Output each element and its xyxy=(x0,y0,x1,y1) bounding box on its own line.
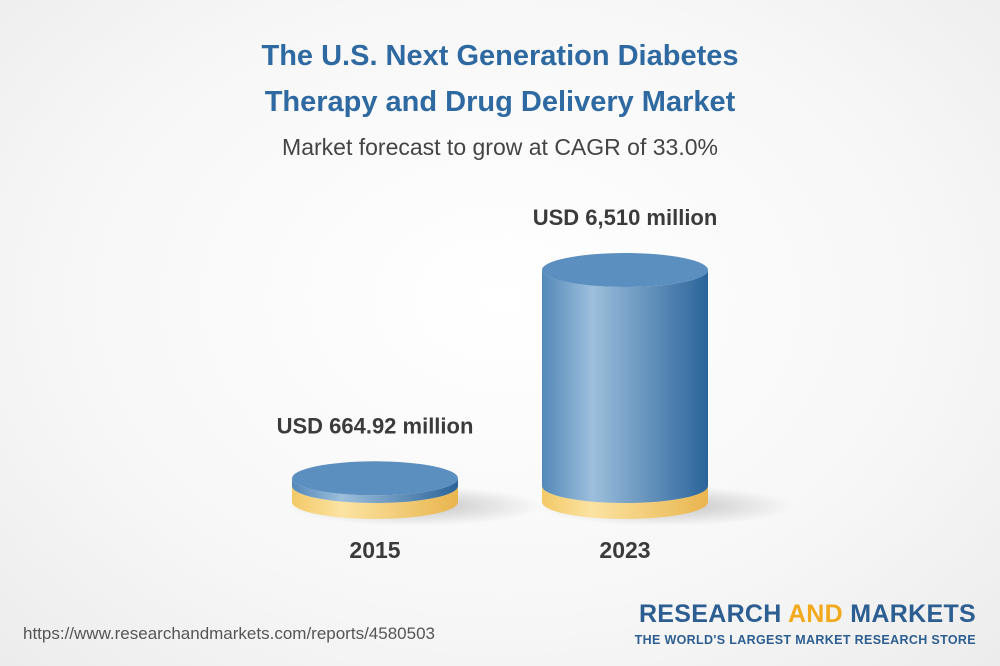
bar-base xyxy=(542,486,708,519)
data-label: USD 664.92 million xyxy=(277,413,474,438)
bar-body xyxy=(292,478,458,503)
bar-body xyxy=(542,270,708,503)
bar-top xyxy=(542,253,708,287)
source-url: https://www.researchandmarkets.com/repor… xyxy=(23,624,435,643)
logo-text-markets: MARKETS xyxy=(843,600,976,628)
bar-top xyxy=(292,461,458,496)
logo-text-research: RESEARCH xyxy=(638,600,788,628)
bar-2015 xyxy=(287,461,543,526)
logo-tagline: THE WORLD'S LARGEST MARKET RESEARCH STOR… xyxy=(634,633,976,647)
chart-title-line1: The U.S. Next Generation Diabetes xyxy=(261,40,739,72)
x-tick-label: 2015 xyxy=(349,537,400,563)
bar-2023 xyxy=(537,253,793,526)
chart-title-line2: Therapy and Drug Delivery Market xyxy=(264,86,736,118)
chart-subtitle: Market forecast to grow at CAGR of 33.0% xyxy=(282,134,718,160)
bar-base xyxy=(292,486,458,519)
logo-text-and: AND xyxy=(787,600,844,628)
data-label: USD 6,510 million xyxy=(533,205,718,230)
x-tick-label: 2023 xyxy=(599,537,650,563)
research-and-markets-logo: RESEARCH AND MARKETS xyxy=(639,600,976,629)
